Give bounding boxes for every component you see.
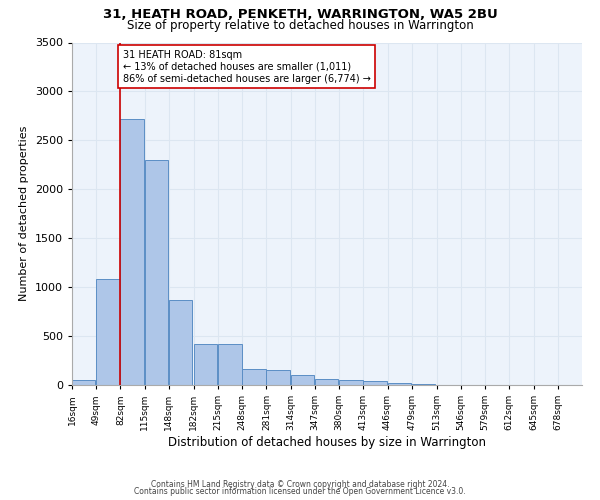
Y-axis label: Number of detached properties: Number of detached properties [19, 126, 29, 302]
Bar [121, 119, 144, 385]
Bar [315, 378, 338, 385]
Bar [218, 344, 242, 385]
Bar [266, 370, 290, 385]
Bar [72, 380, 95, 385]
X-axis label: Distribution of detached houses by size in Warrington: Distribution of detached houses by size … [168, 436, 486, 449]
Bar [364, 381, 387, 385]
Bar [339, 380, 362, 385]
Text: 31 HEATH ROAD: 81sqm
← 13% of detached houses are smaller (1,011)
86% of semi-de: 31 HEATH ROAD: 81sqm ← 13% of detached h… [122, 50, 371, 84]
Bar [388, 383, 411, 385]
Bar [169, 300, 193, 385]
Bar [145, 160, 168, 385]
Bar [412, 384, 435, 385]
Text: Contains HM Land Registry data © Crown copyright and database right 2024.: Contains HM Land Registry data © Crown c… [151, 480, 449, 489]
Bar [96, 280, 119, 385]
Bar [194, 344, 217, 385]
Bar [290, 375, 314, 385]
Text: 31, HEATH ROAD, PENKETH, WARRINGTON, WA5 2BU: 31, HEATH ROAD, PENKETH, WARRINGTON, WA5… [103, 8, 497, 20]
Bar [242, 370, 266, 385]
Text: Size of property relative to detached houses in Warrington: Size of property relative to detached ho… [127, 19, 473, 32]
Text: Contains public sector information licensed under the Open Government Licence v3: Contains public sector information licen… [134, 487, 466, 496]
